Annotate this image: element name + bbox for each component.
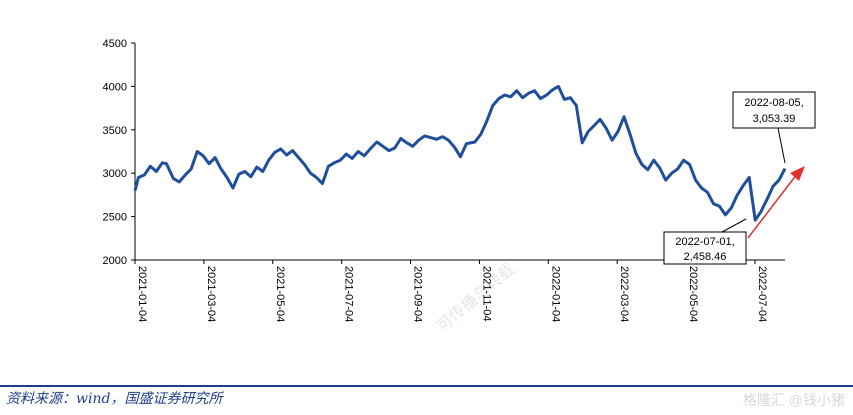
x-tick-label: 2022-03-04: [618, 266, 630, 322]
y-tick-label: 3000: [103, 168, 127, 180]
x-tick-label: 2021-01-04: [136, 266, 148, 322]
x-tick-label: 2021-11-04: [480, 266, 492, 321]
annotation-low-line1: 2022-07-01,: [675, 236, 734, 248]
y-tick-label: 4000: [103, 81, 127, 93]
annotation-low-leader: [721, 218, 747, 233]
source-note: 资料来源：wind，国盛证券研究所: [6, 391, 223, 407]
y-tick-label: 4500: [103, 38, 127, 50]
annotation-high-box: [732, 91, 816, 129]
annotation-high-line1: 2022-08-05,: [744, 97, 803, 109]
x-tick-label: 2021-07-04: [343, 266, 355, 322]
y-tick-labels: 2000 2500 3000 3500 4000 4500: [103, 38, 135, 267]
x-tick-label: 2021-03-04: [205, 266, 217, 322]
source-divider: [0, 385, 853, 387]
y-tick-label: 2500: [103, 212, 127, 224]
trend-arrow: [747, 166, 805, 239]
x-tick-labels: 2021-01-04 2021-03-04 2021-05-04 2021-07-04…: [134, 260, 768, 322]
annotation-high-leader: [777, 127, 786, 164]
annotation-low-box: [663, 231, 747, 265]
x-tick-label: 2022-07-04: [756, 266, 768, 322]
annotation-low: 2022-07-01, 2,458.46: [663, 218, 747, 265]
y-tick-label: 2000: [103, 255, 127, 267]
x-tick-label: 2022-05-04: [687, 266, 699, 322]
x-axis: 2021-01-04 2021-03-04 2021-05-04 2021-07-04…: [134, 259, 785, 322]
x-tick-label: 2022-01-04: [549, 266, 561, 322]
annotation-high-line2: 3,053.39: [753, 113, 796, 125]
trend-arrow-line: [747, 173, 798, 239]
y-axis: 2000 2500 3000 3500 4000 4500: [103, 38, 136, 267]
brand-watermark: 格隆汇 @钱小猪: [742, 392, 845, 408]
annotation-high: 2022-08-05, 3,053.39: [732, 91, 816, 164]
x-tick-label: 2021-09-04: [412, 266, 424, 322]
annotation-low-line2: 2,458.46: [684, 251, 727, 263]
series-line: [133, 84, 787, 222]
trend-arrow-head: [790, 166, 805, 181]
x-tick-label: 2021-05-04: [274, 266, 286, 322]
y-tick-label: 3500: [103, 125, 127, 137]
